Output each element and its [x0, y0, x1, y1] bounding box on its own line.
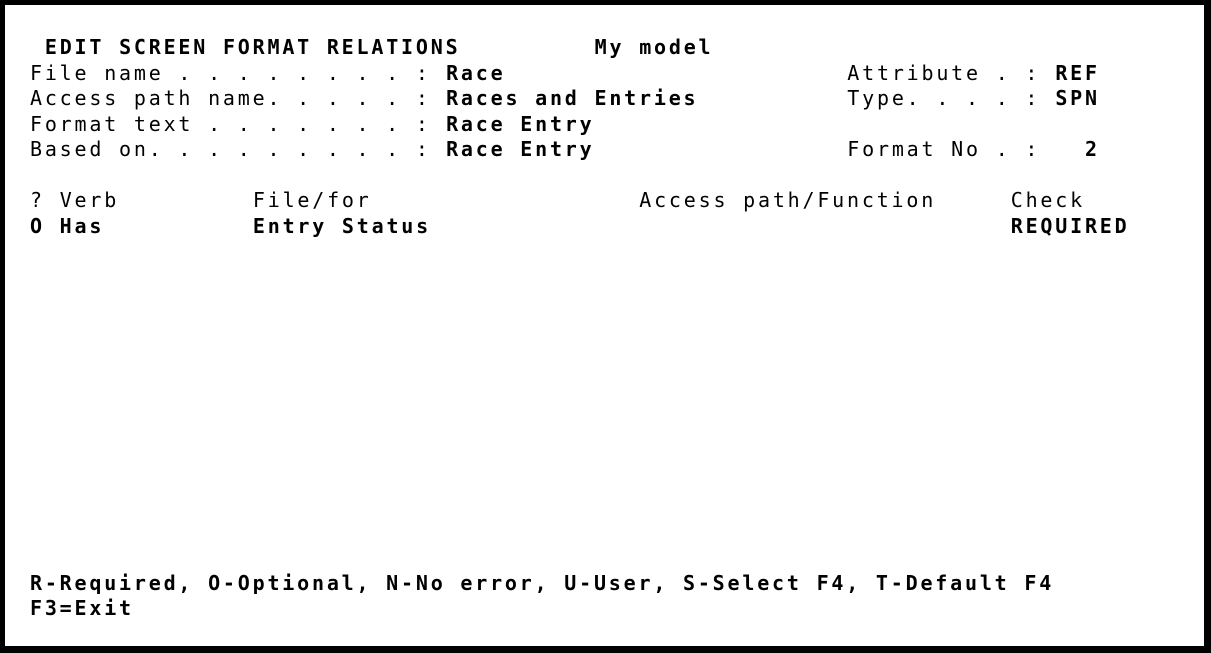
- format-no-value: 2: [1085, 137, 1100, 161]
- access-path-label: Access path name. . . . . :: [30, 86, 431, 110]
- attribute-label: Attribute . :: [847, 60, 1041, 85]
- based-on-value: Race Entry: [446, 137, 595, 161]
- file-name-label: File name . . . . . . . . :: [30, 60, 431, 85]
- format-text-label: Format text . . . . . . . :: [30, 111, 431, 136]
- row-check-field[interactable]: REQUIRED: [1010, 213, 1130, 238]
- file-name-value: Race: [446, 60, 506, 85]
- model-name: My model: [594, 35, 714, 59]
- column-header-verb: Verb: [59, 188, 120, 212]
- row-verb-field[interactable]: O Has: [30, 213, 105, 238]
- column-header-select: ?: [30, 188, 45, 212]
- screen-title: EDIT SCREEN FORMAT RELATIONS: [44, 35, 461, 59]
- options-legend: R-Required, O-Optional, N-No error, U-Us…: [30, 570, 1055, 595]
- row-file-for: Entry Status: [252, 213, 431, 238]
- format-no-label: Format No . :: [847, 137, 1041, 161]
- column-header-check: Check: [1010, 188, 1085, 212]
- based-on-label: Based on. . . . . . . . . :: [30, 137, 431, 161]
- column-header-access-function: Access path/Function: [639, 188, 937, 212]
- column-header-file-for: File/for: [252, 188, 372, 212]
- type-label: Type. . . . :: [847, 86, 1041, 110]
- access-path-value: Races and Entries: [446, 86, 699, 110]
- format-text-value: Race Entry: [446, 111, 595, 136]
- type-value: SPN: [1055, 86, 1100, 110]
- attribute-value: REF: [1055, 60, 1100, 85]
- f3-exit-key[interactable]: F3=Exit: [30, 596, 134, 620]
